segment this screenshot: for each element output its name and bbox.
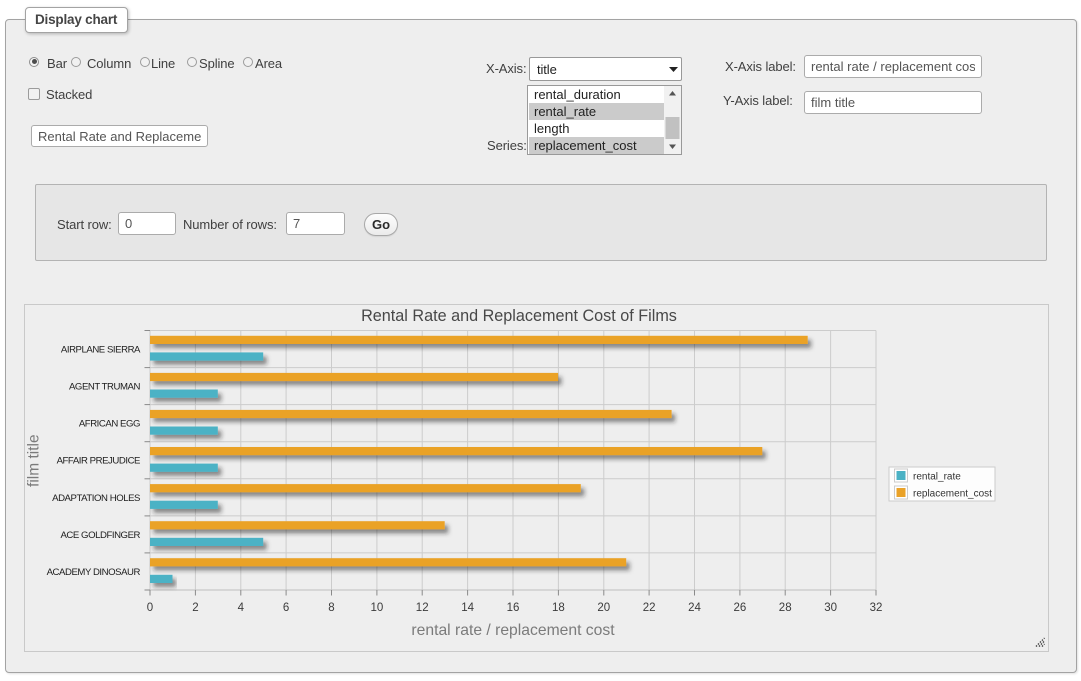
svg-text:16: 16 [507,602,520,614]
svg-text:12: 12 [416,602,429,614]
svg-text:24: 24 [688,602,701,614]
svg-text:6: 6 [283,602,289,614]
svg-text:film title: film title [26,434,43,487]
svg-text:AGENT TRUMAN: AGENT TRUMAN [69,382,141,393]
svg-text:ADAPTATION HOLES: ADAPTATION HOLES [52,493,140,504]
svg-text:2: 2 [192,602,198,614]
svg-text:30: 30 [824,602,837,614]
svg-text:AIRPLANE SIERRA: AIRPLANE SIERRA [61,345,141,356]
svg-text:10: 10 [371,602,384,614]
svg-text:14: 14 [461,602,474,614]
svg-text:AFRICAN EGG: AFRICAN EGG [79,419,140,430]
svg-text:ACADEMY DINOSAUR: ACADEMY DINOSAUR [47,567,141,578]
svg-text:replacement_cost: replacement_cost [913,489,992,500]
svg-text:Rental Rate and Replacement Co: Rental Rate and Replacement Cost of Film… [361,307,677,325]
svg-text:0: 0 [147,602,153,614]
svg-text:rental rate / replacement cost: rental rate / replacement cost [411,622,615,639]
svg-text:20: 20 [597,602,610,614]
svg-text:8: 8 [328,602,334,614]
svg-text:18: 18 [552,602,565,614]
svg-text:32: 32 [870,602,883,614]
svg-text:26: 26 [734,602,747,614]
svg-text:4: 4 [238,602,245,614]
svg-text:AFFAIR PREJUDICE: AFFAIR PREJUDICE [57,456,140,467]
svg-text:28: 28 [779,602,792,614]
svg-text:rental_rate: rental_rate [913,472,961,483]
svg-text:ACE GOLDFINGER: ACE GOLDFINGER [60,530,140,541]
svg-text:22: 22 [643,602,656,614]
